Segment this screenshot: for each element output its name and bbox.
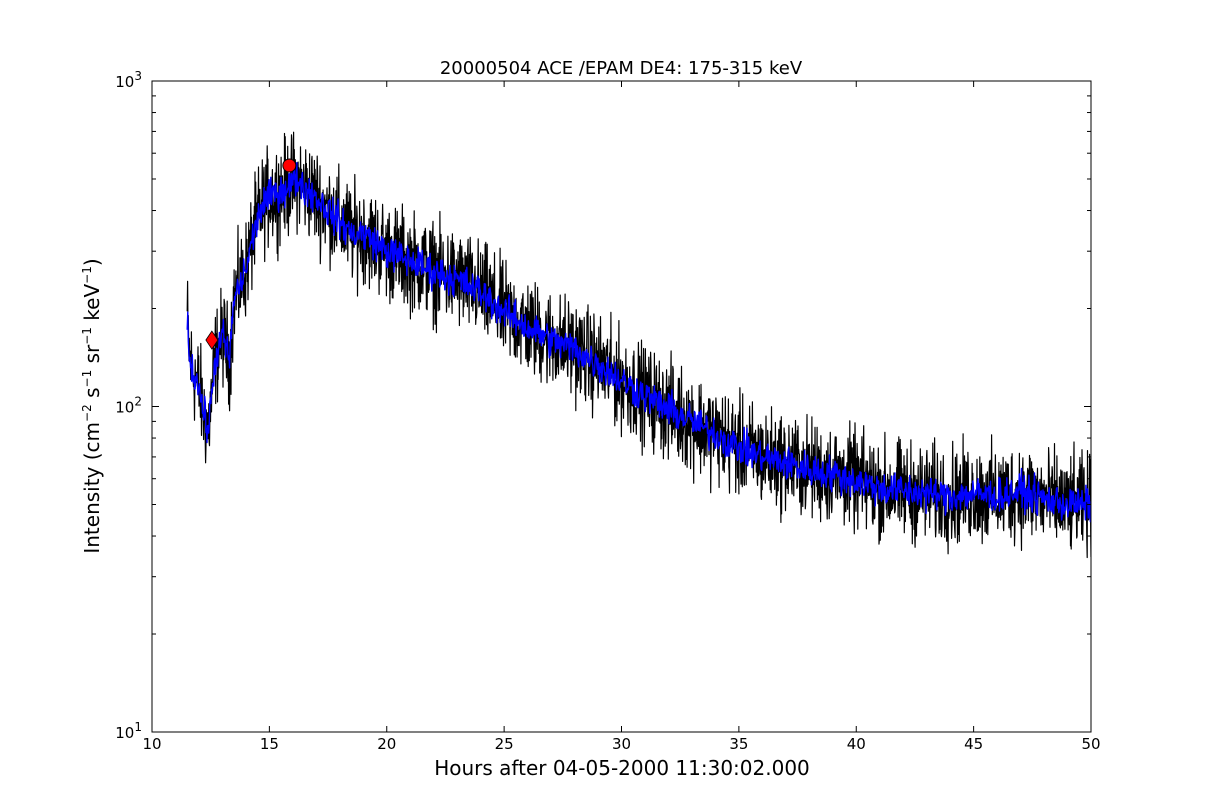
x-tick-label: 10 [142,735,161,753]
marker-layer [205,158,297,350]
y-tick-label: 103 [115,69,142,91]
x-tick-label: 50 [1081,735,1100,753]
x-tick-label: 40 [847,735,866,753]
y-tick-label: 102 [115,395,142,417]
x-tick-label: 35 [729,735,748,753]
y-tick-label: 101 [115,720,142,742]
x-tick-label: 25 [495,735,514,753]
x-tick-label: 45 [964,735,983,753]
x-tick-label: 15 [260,735,279,753]
series-smoothed-line [186,161,1091,523]
tick-layer: 10 15 20 25 30 35 40 45 50 101 102 103 [115,69,1100,753]
x-tick-label: 20 [377,735,396,753]
onset-diamond-marker [205,330,219,350]
peak-circle-marker [282,158,297,173]
x-axis-label: Hours after 04-05-2000 11:30:02.000 [434,756,810,780]
series-layer [186,131,1091,559]
x-tick-label: 30 [612,735,631,753]
chart-title: 20000504 ACE /EPAM DE4: 175-315 keV [440,58,803,79]
y-axis-label: Intensity (cm−2 s−1 sr−1 keV−1) [80,258,104,553]
